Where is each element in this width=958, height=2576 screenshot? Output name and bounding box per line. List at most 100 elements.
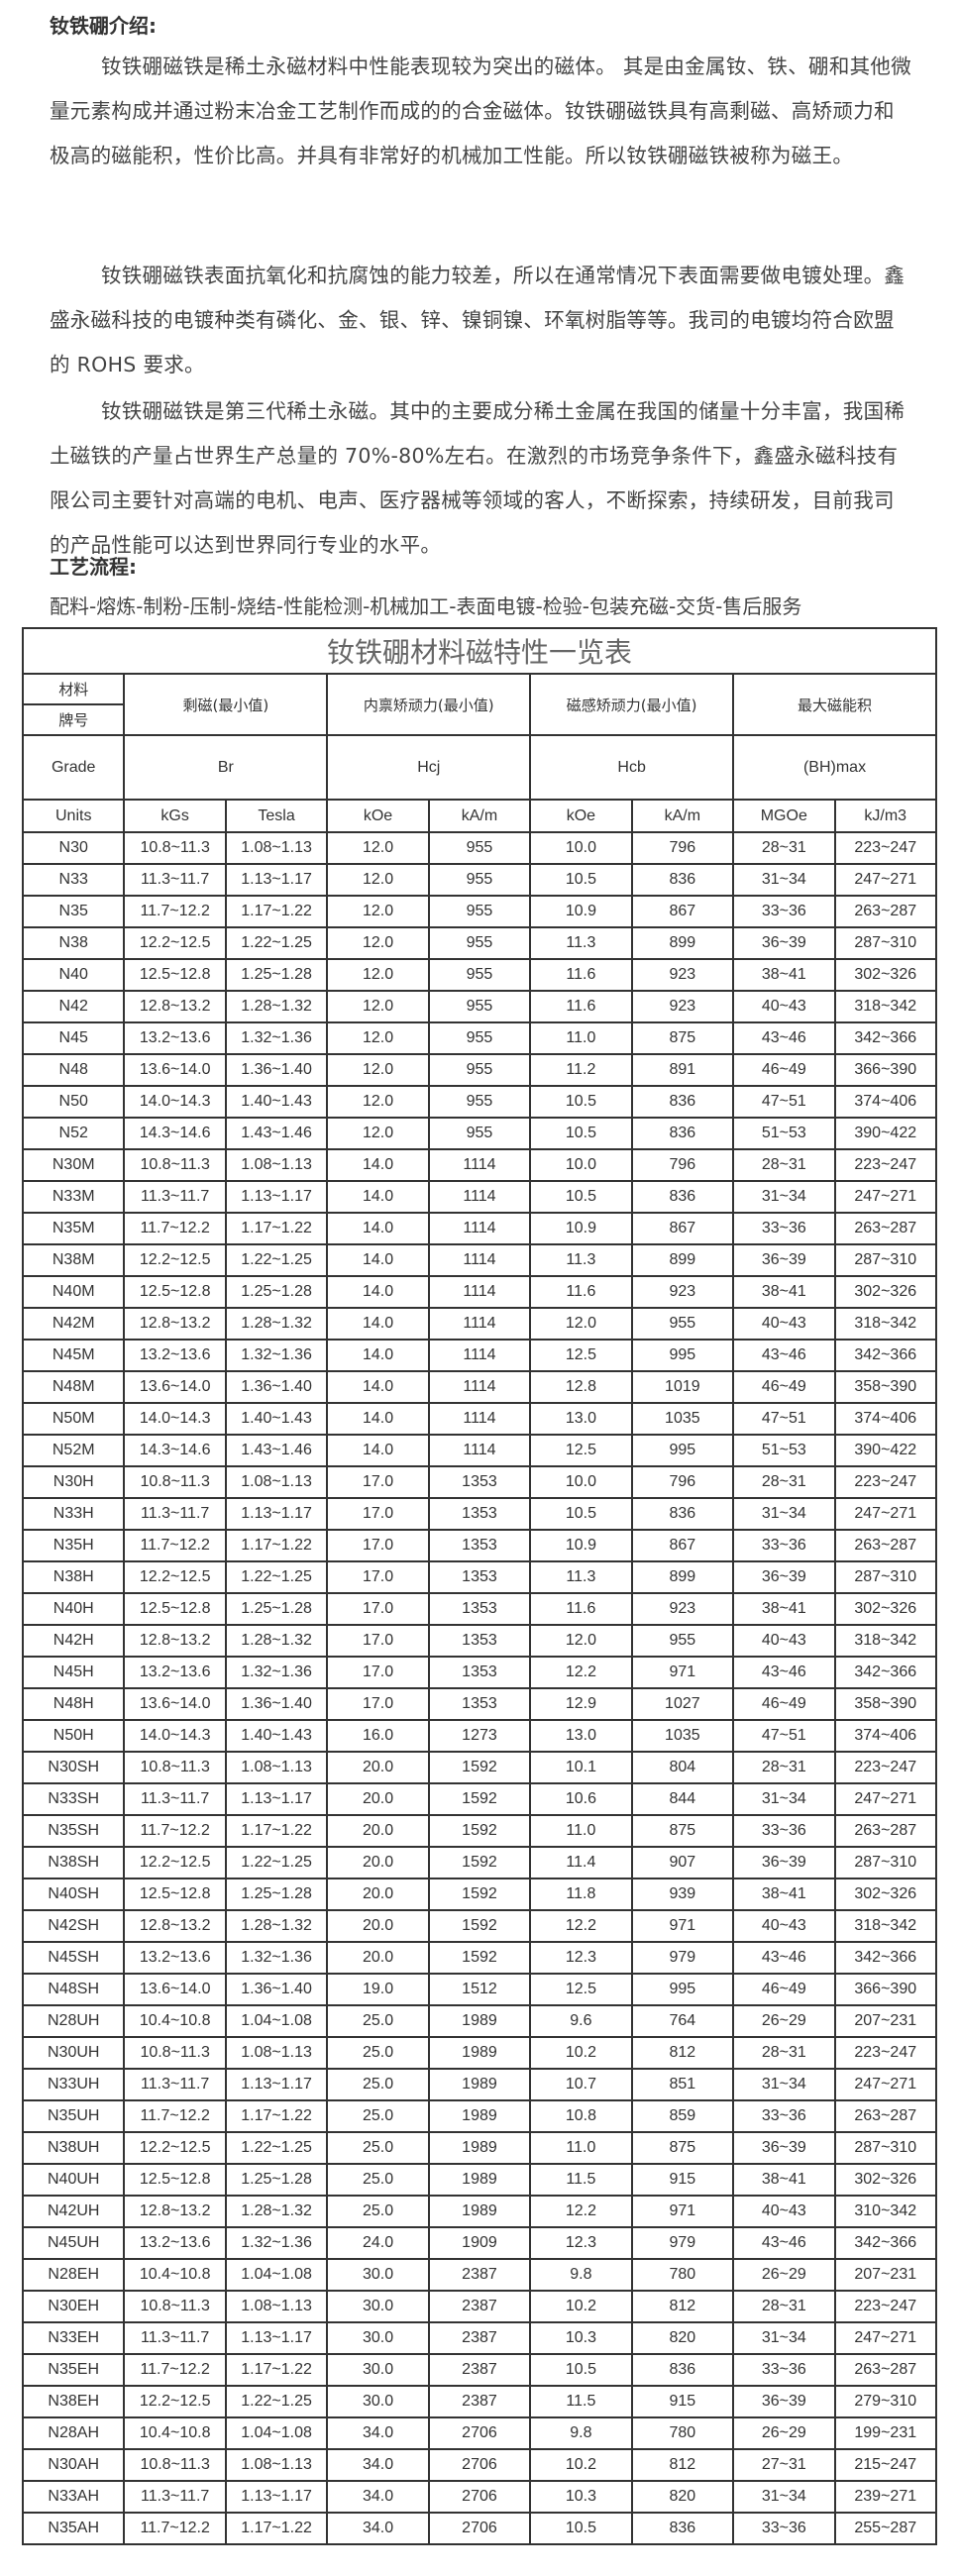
value-cell: 796 [630, 1465, 735, 1499]
value-cell: 374~406 [833, 1085, 937, 1119]
table-row: N28EH 10.4~10.8 1.04~1.08 30.0 2387 9.8 780 26~… [21, 2258, 937, 2292]
value-cell: 12.2~12.5 [123, 1243, 227, 1277]
value-cell: 10.0 [529, 1465, 633, 1499]
table-row: N40M 12.5~12.8 1.25~1.28 14.0 1114 11.6 923 38~… [21, 1275, 937, 1309]
value-cell: 40~43 [732, 2195, 836, 2228]
value-cell: 34.0 [326, 2480, 430, 2514]
value-cell: 1989 [427, 2131, 532, 2165]
value-cell: 16.0 [326, 1719, 430, 1753]
value-cell: 12.0 [529, 1307, 633, 1341]
value-cell: 366~390 [833, 1973, 937, 2006]
value-cell: 318~342 [833, 1624, 937, 1658]
value-cell: 36~39 [732, 1243, 836, 1277]
value-cell: 13.6~14.0 [123, 1053, 227, 1087]
grade-cell: N52 [21, 1117, 126, 1150]
value-cell: 10.8~11.3 [123, 1148, 227, 1182]
value-cell: 1.08~1.13 [224, 1148, 329, 1182]
value-cell: 955 [427, 831, 532, 865]
value-cell: 14.0 [326, 1370, 430, 1404]
table-row: N40H 12.5~12.8 1.25~1.28 17.0 1353 11.6 923 38~… [21, 1592, 937, 1626]
grade-cell: N33 [21, 863, 126, 897]
value-cell: 12.2 [529, 2195, 633, 2228]
value-cell: 1114 [427, 1402, 532, 1436]
value-cell: 11.3 [529, 926, 633, 960]
value-cell: 995 [630, 1973, 735, 2006]
value-cell: 1019 [630, 1370, 735, 1404]
value-cell: 25.0 [326, 2195, 430, 2228]
value-cell: 1.13~1.17 [224, 2068, 329, 2101]
value-cell: 17.0 [326, 1497, 430, 1531]
table-row: N40UH 12.5~12.8 1.25~1.28 25.0 1989 11.5 915 38… [21, 2163, 937, 2197]
value-cell: 1.04~1.08 [224, 2004, 329, 2038]
grade-cell: N33M [21, 1180, 126, 1214]
value-cell: 11.7~12.2 [123, 895, 227, 928]
table-row: N50 14.0~14.3 1.40~1.43 12.0 955 10.5 836 47~51… [21, 1085, 937, 1119]
table-row: N52M 14.3~14.6 1.43~1.46 14.0 1114 12.5 995 51~… [21, 1434, 937, 1467]
value-cell: 1.17~1.22 [224, 895, 329, 928]
grade-cell: N40H [21, 1592, 126, 1626]
unit-cell: MGOe [732, 799, 836, 833]
table-row: N45M 13.2~13.6 1.32~1.36 14.0 1114 12.5 995 43~… [21, 1339, 937, 1372]
value-cell: 10.3 [529, 2480, 633, 2514]
value-cell: 2387 [427, 2321, 532, 2355]
value-cell: 10.5 [529, 1180, 633, 1214]
value-cell: 31~34 [732, 1180, 836, 1214]
grade-cell: N35 [21, 895, 126, 928]
value-cell: 247~271 [833, 1497, 937, 1531]
value-cell: 1592 [427, 1782, 532, 1816]
value-cell: 12.8~13.2 [123, 990, 227, 1023]
value-cell: 9.6 [529, 2004, 633, 2038]
value-cell: 13.6~14.0 [123, 1370, 227, 1404]
value-cell: 20.0 [326, 1909, 430, 1943]
value-cell: 239~271 [833, 2480, 937, 2514]
value-cell: 836 [630, 1085, 735, 1119]
value-cell: 374~406 [833, 1719, 937, 1753]
value-cell: 223~247 [833, 831, 937, 865]
header-material: 材料 [21, 673, 126, 705]
value-cell: 11.7~12.2 [123, 1814, 227, 1848]
value-cell: 955 [427, 926, 532, 960]
value-cell: 28~31 [732, 1465, 836, 1499]
value-cell: 1512 [427, 1973, 532, 2006]
value-cell: 30.0 [326, 2258, 430, 2292]
grade-cell: N30H [21, 1465, 126, 1499]
table-row: N35SH 11.7~12.2 1.17~1.22 20.0 1592 11.0 875 33… [21, 1814, 937, 1848]
value-cell: 1.32~1.36 [224, 1339, 329, 1372]
value-cell: 33~36 [732, 895, 836, 928]
grade-cell: N48SH [21, 1973, 126, 2006]
value-cell: 25.0 [326, 2099, 430, 2133]
grade-cell: N30 [21, 831, 126, 865]
table-row: N28UH 10.4~10.8 1.04~1.08 25.0 1989 9.6 764 26~… [21, 2004, 937, 2038]
value-cell: 13.2~13.6 [123, 2226, 227, 2260]
value-cell: 844 [630, 1782, 735, 1816]
value-cell: 836 [630, 1180, 735, 1214]
value-cell: 10.8~11.3 [123, 2036, 227, 2070]
value-cell: 14.3~14.6 [123, 1434, 227, 1467]
value-cell: 31~34 [732, 1782, 836, 1816]
grade-cell: N42M [21, 1307, 126, 1341]
value-cell: 10.8~11.3 [123, 1751, 227, 1784]
unit-cell: kOe [529, 799, 633, 833]
hcb-label: Hcb [529, 734, 735, 801]
table-row: N42UH 12.8~13.2 1.28~1.32 25.0 1989 12.2 971 40… [21, 2195, 937, 2228]
value-cell: 11.0 [529, 1814, 633, 1848]
value-cell: 1.17~1.22 [224, 2099, 329, 2133]
value-cell: 223~247 [833, 1751, 937, 1784]
unit-cell: kA/m [427, 799, 532, 833]
table-row: N38EH 12.2~12.5 1.22~1.25 30.0 2387 11.5 915 36… [21, 2385, 937, 2418]
value-cell: 812 [630, 2290, 735, 2323]
grade-cell: N35EH [21, 2353, 126, 2387]
value-cell: 11.3 [529, 1243, 633, 1277]
value-cell: 11.8 [529, 1878, 633, 1911]
value-cell: 1.28~1.32 [224, 2195, 329, 2228]
table-row: N30H 10.8~11.3 1.08~1.13 17.0 1353 10.0 796 28~… [21, 1465, 937, 1499]
value-cell: 955 [427, 863, 532, 897]
value-cell: 33~36 [732, 1814, 836, 1848]
grade-cell: N42UH [21, 2195, 126, 2228]
value-cell: 199~231 [833, 2416, 937, 2450]
value-cell: 812 [630, 2448, 735, 2482]
value-cell: 34.0 [326, 2416, 430, 2450]
value-cell: 263~287 [833, 895, 937, 928]
value-cell: 11.2 [529, 1053, 633, 1087]
table-row: N38SH 12.2~12.5 1.22~1.25 20.0 1592 11.4 907 36… [21, 1846, 937, 1879]
